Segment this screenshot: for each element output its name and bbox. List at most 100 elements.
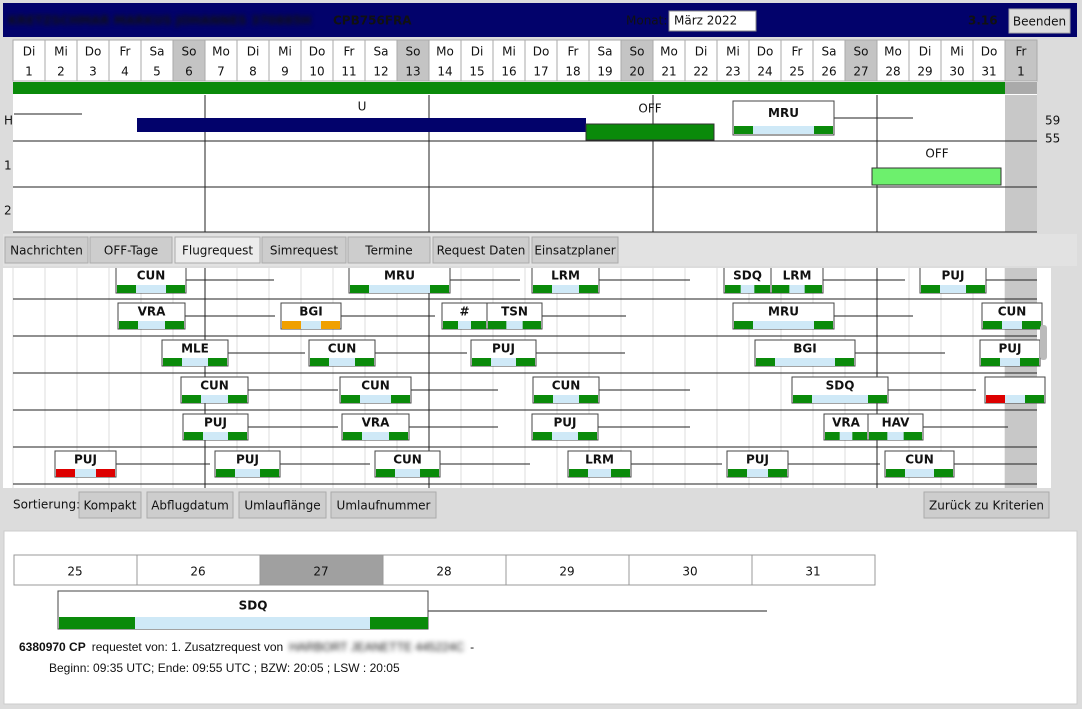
row-label: 1 (4, 159, 12, 173)
day-status (205, 82, 237, 94)
block-left (534, 395, 553, 403)
detail-day (505, 554, 630, 586)
day-status (429, 82, 461, 94)
day-number: 7 (217, 65, 225, 79)
block-label: # (459, 305, 469, 319)
block-label: MRU (768, 305, 799, 319)
weekday: Di (23, 45, 36, 59)
flight[interactable]: LRM (567, 450, 632, 478)
tab[interactable] (347, 236, 431, 264)
block-left (869, 432, 888, 440)
block-right (1020, 358, 1039, 366)
flight[interactable]: LRM (770, 267, 824, 294)
detail-day-label: 26 (190, 565, 205, 579)
block-mid (59, 617, 427, 629)
flight[interactable]: CUN (180, 376, 249, 404)
block-left (216, 469, 235, 477)
flight[interactable]: PUJ (214, 450, 281, 478)
flight[interactable]: CUN (532, 376, 600, 404)
block-mid (56, 469, 115, 477)
flight[interactable]: CUN (115, 267, 187, 294)
day-status (45, 82, 77, 94)
row-label: H (4, 114, 13, 128)
request-part: - (470, 640, 474, 654)
flight[interactable]: TSN (486, 302, 543, 330)
day-cell (908, 39, 942, 82)
block-left (310, 358, 329, 366)
day-number: 27 (853, 65, 868, 79)
flight[interactable]: CUN (374, 450, 441, 478)
block-right (835, 358, 854, 366)
flight[interactable]: LRM (531, 267, 600, 294)
exit-button[interactable] (1008, 8, 1071, 34)
block-right (578, 432, 597, 440)
month-input[interactable] (668, 10, 757, 32)
flight[interactable]: SDQ (723, 267, 772, 294)
block-mid (569, 469, 630, 477)
block-mid (983, 321, 1041, 329)
flight[interactable]: CUN (981, 302, 1043, 330)
tab[interactable] (432, 236, 530, 264)
flight[interactable]: BGI (280, 302, 342, 330)
back-button[interactable] (923, 491, 1050, 519)
flight[interactable]: MRU (732, 302, 835, 330)
tab[interactable] (531, 236, 619, 264)
flight[interactable]: VRA (117, 302, 186, 330)
block-label: CUN (393, 453, 422, 467)
sort-button[interactable] (238, 491, 327, 519)
flight[interactable]: MLE (161, 339, 229, 367)
flight[interactable]: CUN (884, 450, 955, 478)
detail-day-label: 28 (436, 565, 451, 579)
flight[interactable]: BGI (754, 339, 856, 367)
flight[interactable]: PUJ (919, 267, 987, 294)
block-left (343, 432, 362, 440)
day-cell (44, 39, 78, 82)
request-part: requestet von: 1. Zusatzrequest von (92, 640, 283, 654)
flight[interactable]: PUJ (979, 339, 1041, 367)
tab[interactable] (261, 236, 347, 264)
block-label: MRU (384, 269, 415, 283)
header-bar (3, 3, 1077, 37)
day-cell (108, 39, 142, 82)
flight[interactable]: PUJ (470, 339, 537, 367)
tab[interactable] (4, 236, 89, 264)
flight[interactable]: # (441, 302, 488, 330)
sort-button[interactable] (330, 491, 437, 519)
day-number: 20 (629, 65, 644, 79)
flight[interactable]: MRU (348, 267, 451, 294)
flight[interactable]: PUJ (182, 413, 249, 441)
flight[interactable]: CUN (308, 339, 376, 367)
day-number: 8 (249, 65, 257, 79)
block-label: MRU (768, 106, 799, 120)
tab[interactable] (174, 236, 261, 264)
block-label: PUJ (941, 269, 964, 283)
flight[interactable]: VRA (341, 413, 410, 441)
weekday: Di (695, 45, 708, 59)
detail-day-label: 27 (313, 565, 328, 579)
day-status (397, 82, 429, 94)
scrollbar (1040, 325, 1047, 360)
flight[interactable]: PUJ (54, 450, 117, 478)
flight[interactable]: SDQ (791, 376, 889, 404)
weekday: Di (919, 45, 932, 59)
day-status (461, 82, 493, 94)
flight[interactable]: PUJ (531, 413, 599, 441)
tab[interactable] (89, 236, 173, 264)
day-number: 15 (469, 65, 484, 79)
flight[interactable]: VRA (823, 413, 869, 441)
day-status (333, 82, 365, 94)
block-mid (886, 469, 953, 477)
block-left (569, 469, 588, 477)
block-right (579, 285, 598, 293)
day-number: 16 (501, 65, 516, 79)
day-number: 30 (949, 65, 964, 79)
day-number: 11 (341, 65, 356, 79)
detail-day (259, 554, 384, 586)
flight[interactable]: PUJ (726, 450, 789, 478)
sort-button[interactable] (78, 491, 142, 519)
block-label: CUN (328, 342, 357, 356)
flight[interactable] (984, 376, 1046, 404)
sort-button[interactable] (146, 491, 234, 519)
flight[interactable]: HAV (867, 413, 924, 441)
flight[interactable]: CUN (339, 376, 412, 404)
